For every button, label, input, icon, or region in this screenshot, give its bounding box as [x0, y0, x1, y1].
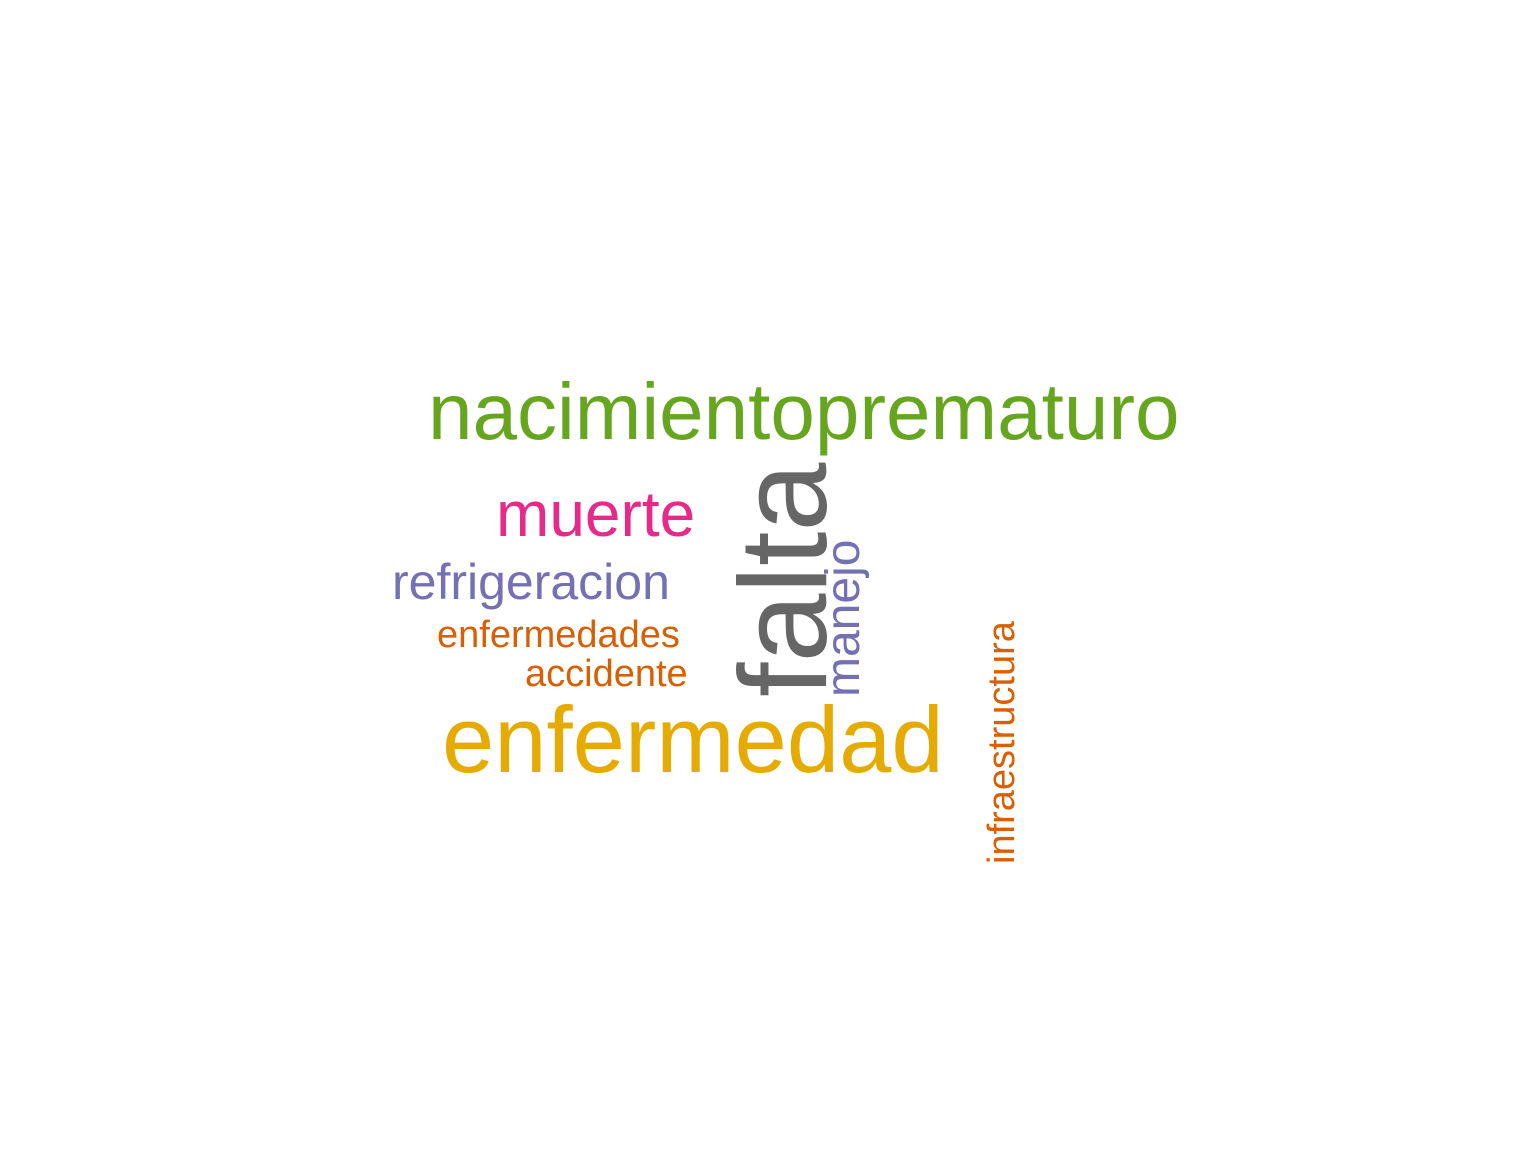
word-manejo: manejo — [817, 539, 870, 697]
word-refrigeracion: refrigeracion — [392, 554, 670, 610]
word-muerte: muerte — [496, 478, 696, 550]
word-infraestructura: infraestructura — [981, 621, 1023, 864]
word-nacimientoprematuro: nacimientoprematuro — [428, 367, 1180, 456]
word-accidente: accidente — [525, 653, 688, 695]
word-enfermedad: enfermedad — [442, 687, 944, 792]
word-enfermedades: enfermedades — [437, 614, 680, 656]
